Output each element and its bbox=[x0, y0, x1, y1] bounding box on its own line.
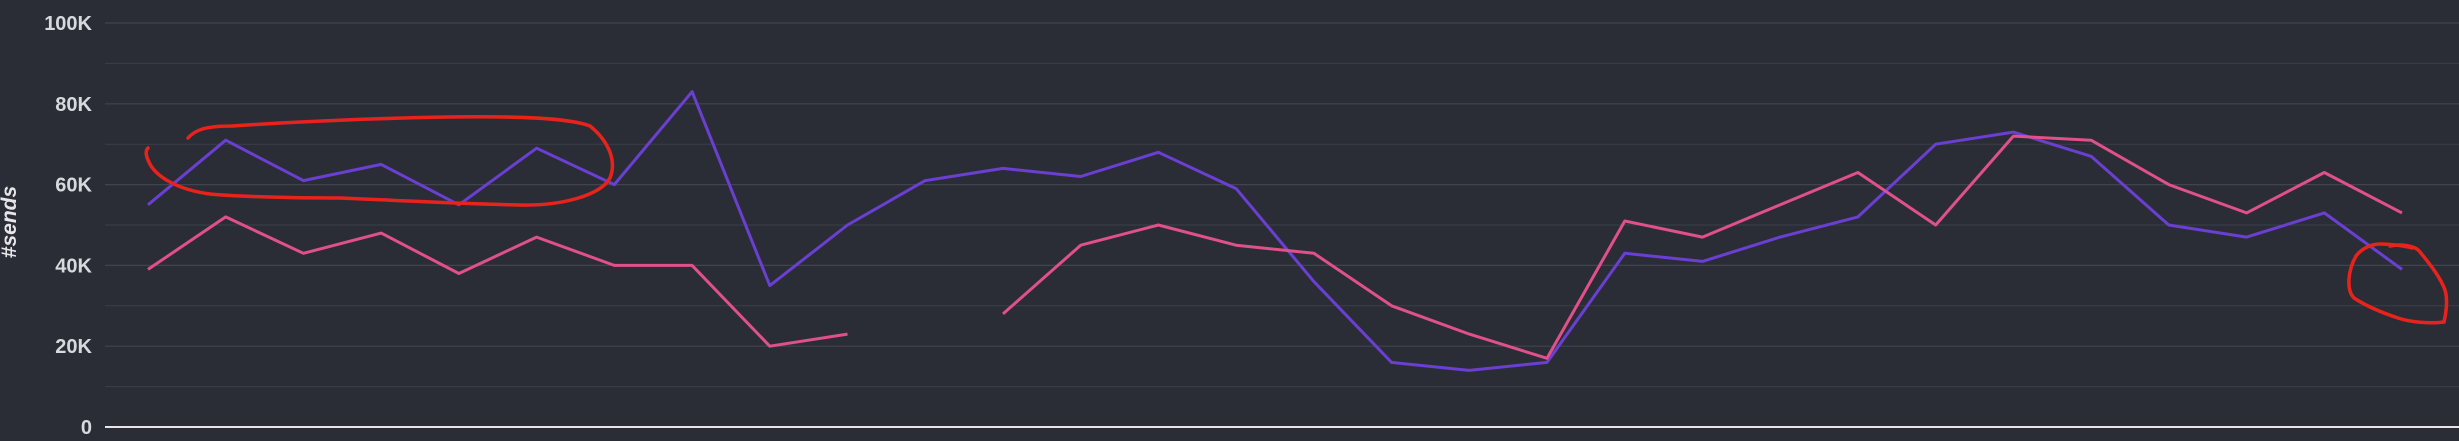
y-tick-label: 100K bbox=[44, 13, 92, 35]
series-line-2 bbox=[1002, 134, 2403, 360]
grid-lines bbox=[105, 22, 2459, 388]
annotations bbox=[144, 115, 2449, 325]
y-tick-label: 40K bbox=[55, 255, 92, 277]
series-line-2 bbox=[147, 215, 848, 348]
y-axis-ticks: 0 20K 40K 60K 80K 100K bbox=[44, 13, 92, 439]
series-lines bbox=[147, 90, 2403, 372]
y-axis-label: #sends bbox=[0, 186, 21, 258]
annotation-loop-left bbox=[144, 115, 615, 207]
annotation-loop-right bbox=[2347, 242, 2449, 325]
y-tick-label: 0 bbox=[81, 417, 92, 436]
y-tick-label: 20K bbox=[55, 336, 92, 358]
y-tick-label: 60K bbox=[55, 175, 92, 197]
y-tick-label: 80K bbox=[55, 94, 92, 116]
